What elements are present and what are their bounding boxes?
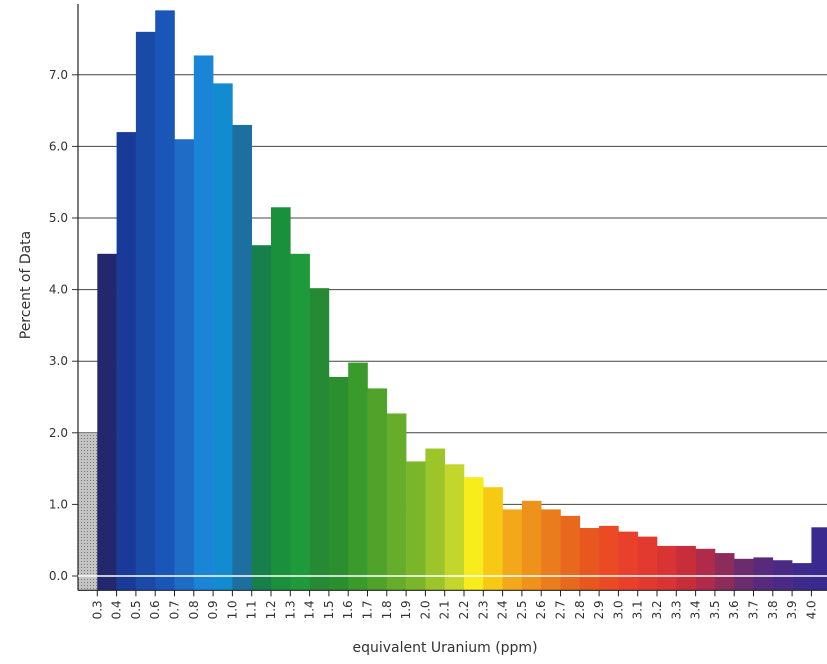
bar <box>232 124 252 591</box>
bar <box>97 253 117 591</box>
x-tick-label: 3.8 <box>766 600 780 619</box>
bar <box>213 83 233 591</box>
y-tick-label: 1.0 <box>49 497 68 511</box>
bar <box>734 558 754 591</box>
bar <box>444 464 465 591</box>
bar <box>251 245 272 591</box>
bar <box>502 509 523 591</box>
y-tick-label: 0.0 <box>49 569 68 583</box>
bar <box>309 288 330 591</box>
x-tick-label: 1.8 <box>380 600 394 619</box>
bars-group <box>77 10 827 591</box>
bar <box>77 432 98 591</box>
y-tick-label: 2.0 <box>49 426 68 440</box>
x-tick-label: 2.0 <box>418 600 432 619</box>
bar <box>386 413 407 591</box>
x-tick-label: 4.0 <box>804 600 818 619</box>
bar <box>290 253 310 591</box>
bar <box>579 528 600 591</box>
x-axis-label: equivalent Uranium (ppm) <box>352 640 537 656</box>
x-tick-label: 0.5 <box>129 600 143 619</box>
bar <box>155 10 175 591</box>
bar <box>483 487 503 591</box>
bar <box>464 477 484 591</box>
bar <box>174 139 195 591</box>
bar <box>328 376 349 591</box>
x-tick-label: 1.0 <box>225 600 239 619</box>
bar <box>193 55 214 591</box>
x-tick-label: 3.6 <box>727 600 741 619</box>
x-tick-label: 1.9 <box>399 600 413 619</box>
bar <box>271 207 291 591</box>
x-tick-label: 2.3 <box>476 600 490 619</box>
x-tick-label: 2.9 <box>592 600 606 619</box>
x-tick-label: 0.3 <box>90 600 104 619</box>
x-tick-label: 3.0 <box>611 600 625 619</box>
x-tick-label: 1.1 <box>245 600 259 619</box>
x-tick-label: 1.7 <box>361 600 375 619</box>
x-tick-label: 0.7 <box>168 600 182 619</box>
bar <box>772 560 793 591</box>
y-tick-labels: 0.0 1.0 2.0 3.0 4.0 5.0 6.0 7.0 <box>49 68 68 583</box>
bar <box>116 132 137 591</box>
bar <box>637 536 658 591</box>
bar <box>425 448 445 591</box>
bar <box>695 548 716 591</box>
x-tick-label: 3.2 <box>650 600 664 619</box>
x-tick-label: 3.5 <box>708 600 722 619</box>
x-tick-label: 2.1 <box>438 600 452 619</box>
bar <box>406 461 426 591</box>
x-tick-label: 1.5 <box>322 600 336 619</box>
bar <box>367 388 388 591</box>
x-tick-label: 2.8 <box>573 600 587 619</box>
bar <box>521 500 542 591</box>
y-tick-label: 5.0 <box>49 211 68 225</box>
x-tick-label: 2.6 <box>534 600 548 619</box>
x-tick-label: 3.9 <box>785 600 799 619</box>
x-tick-label: 1.2 <box>264 600 278 619</box>
bar <box>811 527 827 591</box>
x-tick-label: 2.2 <box>457 600 471 619</box>
x-tick-label: 1.6 <box>341 600 355 619</box>
bar <box>348 362 368 591</box>
x-tick-label: 2.4 <box>496 600 510 619</box>
x-tick-label: 3.1 <box>631 600 645 619</box>
x-tick-label: 2.5 <box>515 600 529 619</box>
bar <box>135 31 156 591</box>
y-axis-label: Percent of Data <box>18 231 34 340</box>
bar <box>618 531 638 591</box>
x-tick-labels: 0.3 0.4 0.5 0.6 0.7 0.8 0.9 1.0 1.1 1.2 1.3 1.4 1.5 1… <box>90 600 818 619</box>
axes-group <box>72 4 827 597</box>
x-tick-label: 0.9 <box>206 600 220 619</box>
x-tick-label: 2.7 <box>554 600 568 619</box>
x-tick-label: 0.6 <box>148 600 162 619</box>
x-tick-label: 3.3 <box>669 600 683 619</box>
bar <box>676 545 696 591</box>
x-tick-label: 3.7 <box>747 600 761 619</box>
bar <box>792 563 812 591</box>
bar <box>714 553 735 591</box>
bar <box>560 515 581 591</box>
x-tick-label: 1.4 <box>303 600 317 619</box>
bar <box>753 557 774 591</box>
x-tick-label: 3.4 <box>689 600 703 619</box>
y-tick-label: 7.0 <box>49 68 68 82</box>
x-tick-label: 0.8 <box>187 600 201 619</box>
x-tick-label: 0.4 <box>110 600 124 619</box>
bar <box>541 509 561 591</box>
bar <box>657 545 677 591</box>
y-tick-label: 3.0 <box>49 354 68 368</box>
y-tick-label: 4.0 <box>49 283 68 297</box>
x-tick-label: 1.3 <box>283 600 297 619</box>
y-tick-label: 6.0 <box>49 139 68 153</box>
bar <box>599 525 619 591</box>
